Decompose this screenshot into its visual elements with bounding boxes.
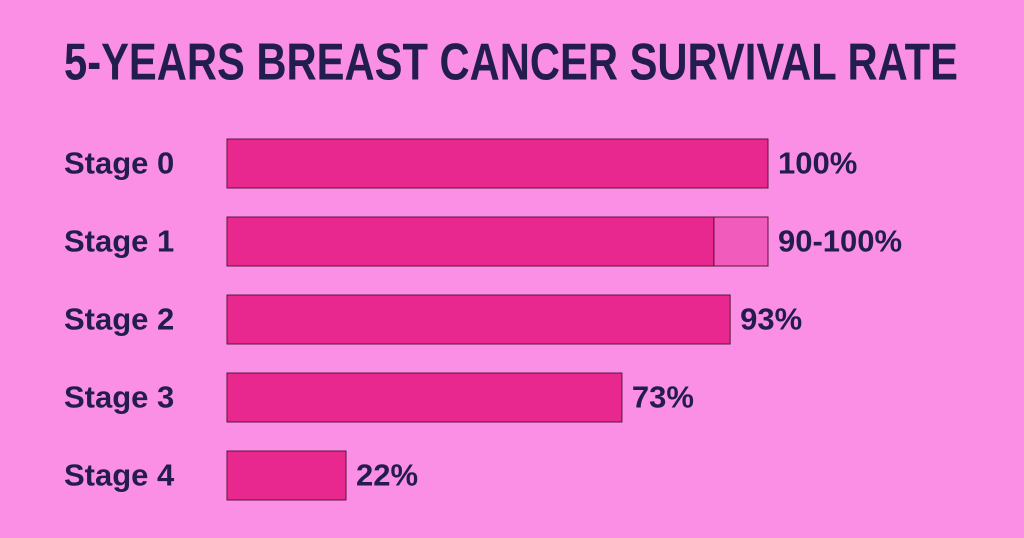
bar-range	[713, 216, 769, 267]
value-label: 90-100%	[778, 224, 902, 259]
chart-title: 5-YEARS BREAST CANCER SURVIVAL RATE	[64, 34, 958, 92]
bar	[226, 138, 769, 189]
value-label: 22%	[356, 458, 418, 493]
bar	[226, 294, 731, 345]
category-label: Stage 4	[64, 458, 175, 493]
value-label: 73%	[632, 380, 694, 415]
value-label: 93%	[740, 302, 802, 337]
bar	[226, 216, 715, 267]
value-label: 100%	[778, 146, 857, 181]
category-label: Stage 3	[64, 380, 174, 415]
category-label: Stage 0	[64, 146, 174, 181]
bar	[226, 372, 623, 423]
category-label: Stage 1	[64, 224, 174, 259]
bar	[226, 450, 347, 501]
category-label: Stage 2	[64, 302, 174, 337]
